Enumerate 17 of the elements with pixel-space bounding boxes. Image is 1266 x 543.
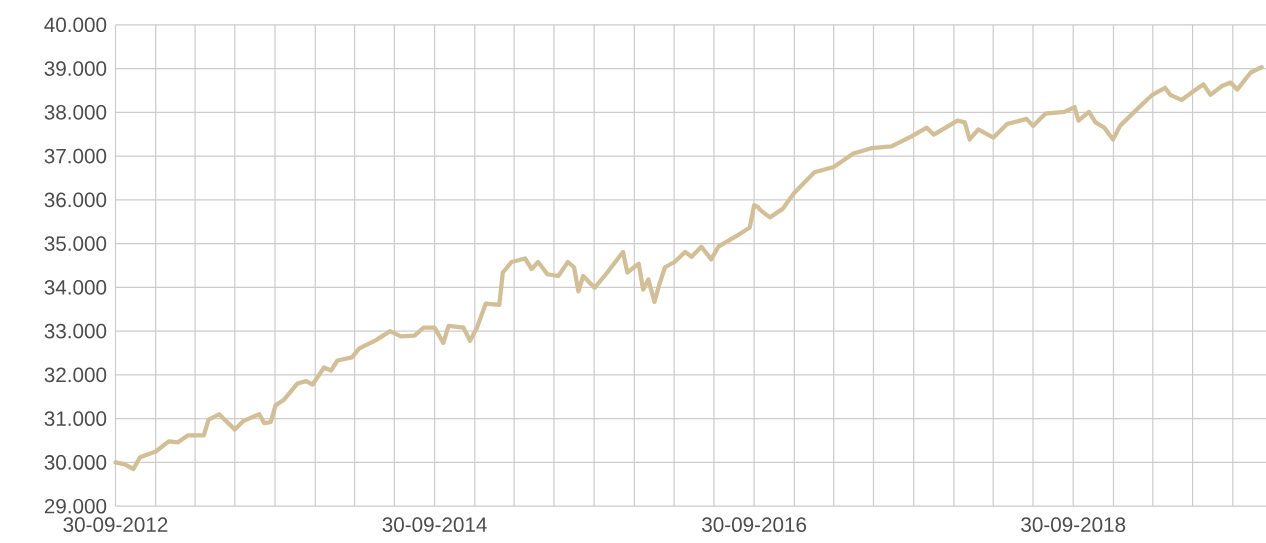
- y-tick-label: 38.000: [44, 105, 107, 120]
- y-tick-label: 34.000: [44, 280, 107, 295]
- y-tick-label: 39.000: [44, 61, 107, 76]
- y-tick-label: 30.000: [44, 455, 107, 470]
- x-tick-label: 30-09-2014: [382, 517, 487, 532]
- y-tick-label: 31.000: [44, 411, 107, 426]
- x-tick-label: 30-09-2018: [1021, 517, 1126, 532]
- x-tick-label: 30-09-2016: [702, 517, 807, 532]
- x-tick-label: 30-09-2012: [63, 517, 168, 532]
- y-tick-label: 40.000: [44, 17, 107, 33]
- y-tick-label: 35.000: [44, 236, 107, 251]
- y-tick-label: 33.000: [44, 323, 107, 339]
- y-tick-label: 32.000: [44, 367, 107, 383]
- y-tick-label: 36.000: [44, 192, 107, 208]
- y-tick-label: 29.000: [44, 498, 107, 514]
- y-tick-label: 37.000: [44, 148, 107, 164]
- line-series: [113, 65, 1264, 472]
